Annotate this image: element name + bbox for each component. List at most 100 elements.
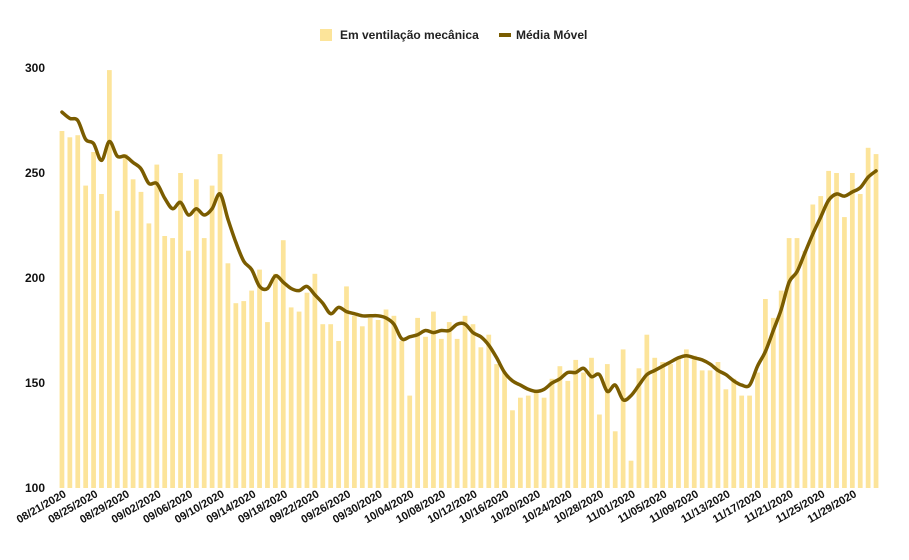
bar (344, 286, 349, 488)
bar (462, 315, 468, 488)
bar (241, 301, 247, 488)
bar (122, 154, 128, 488)
bar (257, 269, 262, 488)
bar (83, 185, 89, 488)
bar (873, 154, 879, 488)
bar (233, 303, 239, 488)
bar (723, 389, 729, 488)
bar (280, 240, 286, 488)
bar (849, 173, 855, 488)
bar (130, 179, 136, 489)
bar (367, 317, 373, 488)
bar (652, 357, 658, 488)
bar (518, 397, 523, 488)
bar (67, 137, 73, 489)
bar (597, 414, 602, 488)
bar (138, 191, 144, 488)
x-axis: 08/21/202008/25/202008/29/202009/02/2020… (15, 488, 859, 526)
bar (668, 364, 673, 488)
bar (352, 315, 357, 488)
y-tick-label: 100 (25, 481, 45, 495)
bar (755, 372, 760, 488)
bar (375, 320, 381, 488)
bar (865, 147, 871, 489)
bar (272, 273, 278, 488)
bar (604, 364, 610, 488)
y-tick-label: 200 (25, 271, 45, 285)
bar (857, 194, 863, 488)
bar (810, 204, 816, 488)
bar (399, 341, 405, 488)
legend-swatch-bars (320, 29, 332, 41)
bar (834, 173, 839, 488)
bar (494, 364, 500, 488)
bar (644, 334, 650, 488)
bar (486, 334, 492, 488)
bar (359, 326, 365, 488)
bar (91, 152, 96, 488)
bar (407, 395, 413, 488)
bar (763, 299, 768, 488)
bar (778, 290, 784, 488)
bar (636, 368, 642, 488)
bar (312, 273, 318, 488)
bar (438, 338, 444, 488)
bar (328, 324, 334, 488)
bar (186, 250, 191, 488)
bar (565, 380, 571, 488)
bar (541, 397, 547, 488)
bar (525, 395, 531, 488)
bar (59, 131, 65, 488)
bar (707, 370, 713, 488)
bar (786, 238, 792, 488)
bar (747, 395, 752, 488)
bar (802, 250, 808, 488)
bar (336, 341, 341, 488)
bar (478, 347, 484, 488)
bar (628, 460, 634, 488)
bar (320, 324, 326, 488)
bar (415, 317, 420, 488)
bar (446, 322, 452, 488)
bar (581, 372, 586, 488)
bar-series (59, 70, 879, 489)
bar (178, 173, 183, 488)
bar (75, 135, 81, 488)
y-axis: 100 150 200 250 300 (25, 61, 45, 495)
bar (99, 194, 104, 488)
bar (683, 349, 689, 488)
bar (818, 196, 824, 488)
bar (423, 336, 428, 488)
legend: Em ventilação mecânica Média Móvel (320, 28, 587, 42)
bar (454, 338, 460, 488)
bar (201, 238, 207, 488)
y-tick-label: 250 (25, 166, 45, 180)
bar (217, 154, 223, 488)
bar (794, 238, 800, 488)
bar (162, 236, 168, 488)
bar (620, 349, 626, 488)
bar (739, 395, 745, 488)
bar (770, 317, 776, 488)
bar (107, 70, 112, 488)
legend-label-bars: Em ventilação mecânica (340, 28, 479, 42)
moving-average-line (60, 110, 878, 402)
bar (510, 410, 515, 488)
y-tick-label: 150 (25, 376, 45, 390)
bar (431, 311, 436, 488)
bar (533, 391, 539, 488)
bar (715, 362, 721, 488)
bar (383, 309, 389, 488)
bar (170, 238, 175, 488)
bar (470, 324, 476, 488)
bar (304, 292, 310, 488)
bar (557, 366, 563, 488)
bar (296, 311, 302, 488)
bar (391, 315, 397, 488)
bar (842, 217, 847, 488)
legend-label-line: Média Móvel (516, 28, 587, 42)
bar (288, 307, 294, 488)
bar (549, 378, 555, 488)
bar (589, 357, 594, 488)
